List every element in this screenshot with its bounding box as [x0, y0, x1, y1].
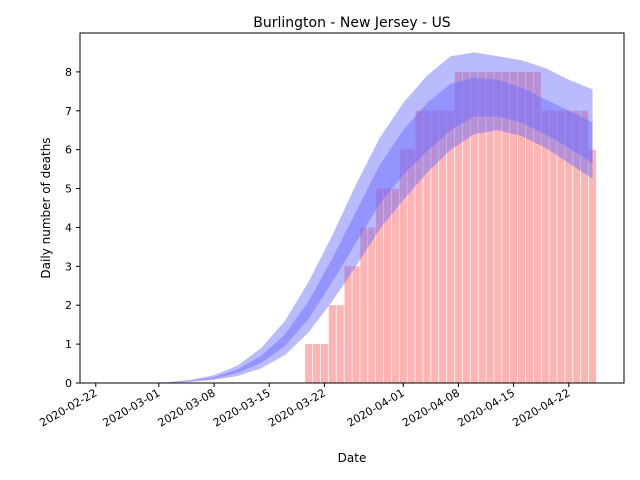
x-tick-label: 2020-04-08 — [400, 386, 462, 429]
x-tick-label: 2020-03-01 — [100, 386, 162, 429]
bar — [439, 110, 447, 384]
bar — [423, 110, 431, 384]
bar — [368, 227, 376, 383]
y-tick-label: 3 — [65, 260, 72, 273]
bar — [588, 149, 597, 383]
bar — [510, 71, 518, 383]
bar — [462, 71, 470, 383]
inner-band — [143, 77, 593, 383]
plot-frame — [79, 32, 625, 384]
bar — [312, 344, 321, 383]
x-tick-label: 2020-02-22 — [37, 386, 99, 429]
x-tick-label: 2020-03-15 — [211, 386, 273, 429]
x-tick-label: 2020-03-08 — [156, 386, 218, 429]
y-tick-label: 4 — [65, 221, 72, 234]
bar — [383, 188, 392, 383]
y-tick-label: 1 — [65, 338, 72, 351]
bar — [454, 71, 462, 383]
bar — [517, 71, 526, 383]
bar — [541, 110, 549, 384]
bar — [344, 266, 352, 383]
x-tick-label: 2020-04-22 — [510, 386, 572, 429]
bar — [391, 188, 399, 383]
y-axis: 0 1 2 3 4 5 6 7 8 — [65, 66, 80, 390]
plot-area — [143, 52, 597, 384]
y-tick-label: 6 — [65, 144, 72, 157]
bar — [557, 110, 565, 384]
bar — [399, 149, 407, 383]
bar — [305, 344, 313, 383]
y-tick-label: 8 — [65, 66, 72, 79]
bar — [565, 110, 573, 384]
bar — [573, 110, 581, 384]
outer-band — [143, 52, 593, 384]
y-tick-label: 5 — [65, 183, 72, 196]
bar — [494, 71, 502, 383]
bar — [478, 71, 486, 383]
bar — [328, 305, 336, 383]
bar — [581, 110, 589, 384]
bar — [486, 71, 494, 383]
bar — [407, 149, 415, 383]
y-axis-label: Daily number of deaths — [39, 137, 53, 278]
bar — [376, 188, 384, 383]
x-tick-label: 2020-03-22 — [266, 386, 328, 429]
bar — [415, 110, 423, 384]
y-tick-label: 2 — [65, 299, 72, 312]
bar — [336, 305, 344, 383]
y-tick-label: 7 — [65, 105, 72, 118]
bar — [502, 71, 510, 383]
bar — [431, 110, 439, 384]
bar — [360, 227, 368, 383]
bar — [352, 266, 360, 383]
x-axis: 2020-02-22 2020-03-012020-03-082020-03-15… — [37, 383, 572, 430]
x-tick-label: 2020-04-15 — [455, 386, 517, 429]
bar — [470, 71, 478, 383]
bar — [447, 110, 455, 384]
x-axis-label: Date — [338, 451, 367, 465]
y-tick-label: 0 — [65, 377, 72, 390]
bar — [549, 110, 557, 384]
chart-title: Burlington - New Jersey - US — [253, 15, 451, 31]
bar — [320, 344, 328, 383]
bar — [525, 71, 533, 383]
bar — [533, 71, 541, 383]
x-tick-label: 2020-04-01 — [345, 386, 407, 429]
